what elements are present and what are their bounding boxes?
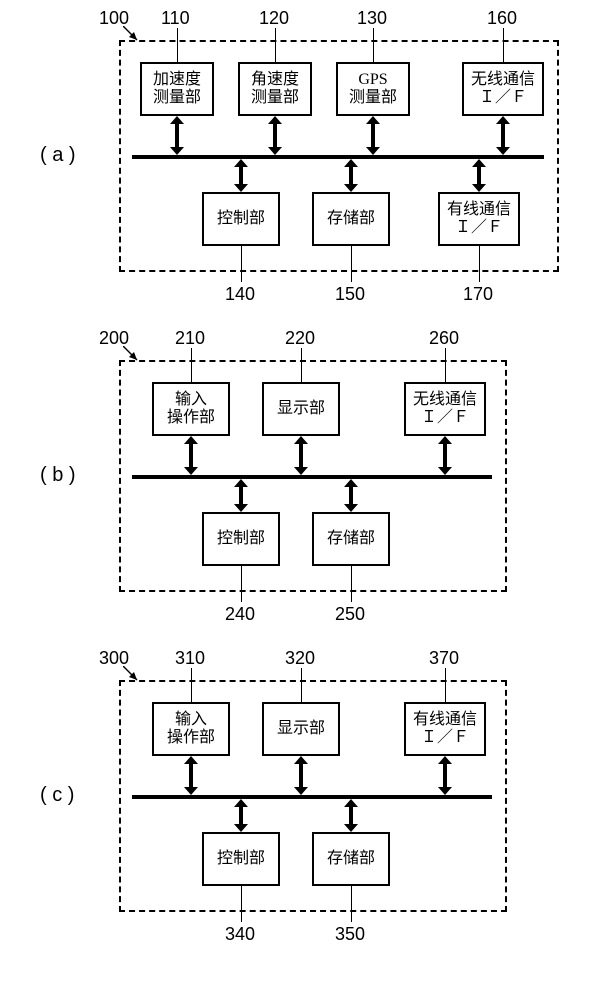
block-250: 存储部 — [312, 512, 390, 566]
block-340: 控制部 — [202, 832, 280, 886]
lead-170 — [479, 246, 492, 282]
lead-250 — [351, 566, 364, 602]
lead-130 — [373, 28, 386, 62]
lead-150 — [351, 246, 364, 282]
ref-170: 170 — [463, 284, 493, 305]
bus-arrow — [234, 479, 248, 512]
ref-160: 160 — [487, 8, 517, 29]
bus-arrow — [344, 799, 358, 832]
panel-label-c: ( c ) — [40, 784, 74, 807]
block-120: 角速度 测量部 — [238, 62, 312, 116]
bus-c — [132, 795, 492, 799]
lead-310 — [191, 668, 204, 702]
lead-350 — [351, 886, 364, 922]
block-260: 无线通信 Ｉ／Ｆ — [404, 382, 486, 436]
block-160: 无线通信 Ｉ／Ｆ — [462, 62, 544, 116]
bus-arrow — [184, 756, 198, 795]
bus-arrow — [294, 436, 308, 475]
lead-340 — [241, 886, 254, 922]
ref-130: 130 — [357, 8, 387, 29]
block-240: 控制部 — [202, 512, 280, 566]
ref-140: 140 — [225, 284, 255, 305]
bus-arrow — [472, 159, 486, 192]
bus-arrow — [344, 159, 358, 192]
ref-350: 350 — [335, 924, 365, 945]
lead-160 — [503, 28, 516, 62]
bus-arrow — [366, 116, 380, 155]
bus-arrow — [496, 116, 510, 155]
block-110: 加速度 测量部 — [140, 62, 214, 116]
bus-arrow — [438, 436, 452, 475]
ref-250: 250 — [335, 604, 365, 625]
bus-arrow — [170, 116, 184, 155]
block-150: 存储部 — [312, 192, 390, 246]
block-320: 显示部 — [262, 702, 340, 756]
ref-310: 310 — [175, 648, 205, 669]
ref-240: 240 — [225, 604, 255, 625]
block-130: GPS 测量部 — [336, 62, 410, 116]
block-170: 有线通信 Ｉ／Ｆ — [438, 192, 520, 246]
bus-b — [132, 475, 492, 479]
lead-240 — [241, 566, 254, 602]
lead-120 — [275, 28, 288, 62]
block-350: 存储部 — [312, 832, 390, 886]
block-140: 控制部 — [202, 192, 280, 246]
ref-220: 220 — [285, 328, 315, 349]
bus-arrow — [294, 756, 308, 795]
panel-label-b: ( b ) — [40, 464, 76, 487]
ref-210: 210 — [175, 328, 205, 349]
block-220: 显示部 — [262, 382, 340, 436]
block-370: 有线通信 Ｉ／Ｆ — [404, 702, 486, 756]
bus-arrow — [268, 116, 282, 155]
lead-320 — [301, 668, 314, 702]
ref-150: 150 — [335, 284, 365, 305]
block-210: 输入 操作部 — [152, 382, 230, 436]
diagram-canvas: ( a )100加速度 测量部110角速度 测量部120GPS 测量部130无线… — [0, 0, 599, 1000]
bus-arrow — [234, 159, 248, 192]
lead-210 — [191, 348, 204, 382]
lead-110 — [177, 28, 190, 62]
bus-arrow — [344, 479, 358, 512]
lead-370 — [445, 668, 458, 702]
lead-260 — [445, 348, 458, 382]
bus-arrow — [184, 436, 198, 475]
ref-110: 110 — [161, 8, 190, 29]
lead-220 — [301, 348, 314, 382]
lead-140 — [241, 246, 254, 282]
ref-260: 260 — [429, 328, 459, 349]
ref-370: 370 — [429, 648, 459, 669]
ref-320: 320 — [285, 648, 315, 669]
ref-340: 340 — [225, 924, 255, 945]
bus-arrow — [234, 799, 248, 832]
block-310: 输入 操作部 — [152, 702, 230, 756]
panel-label-a: ( a ) — [40, 144, 76, 167]
bus-arrow — [438, 756, 452, 795]
ref-120: 120 — [259, 8, 289, 29]
